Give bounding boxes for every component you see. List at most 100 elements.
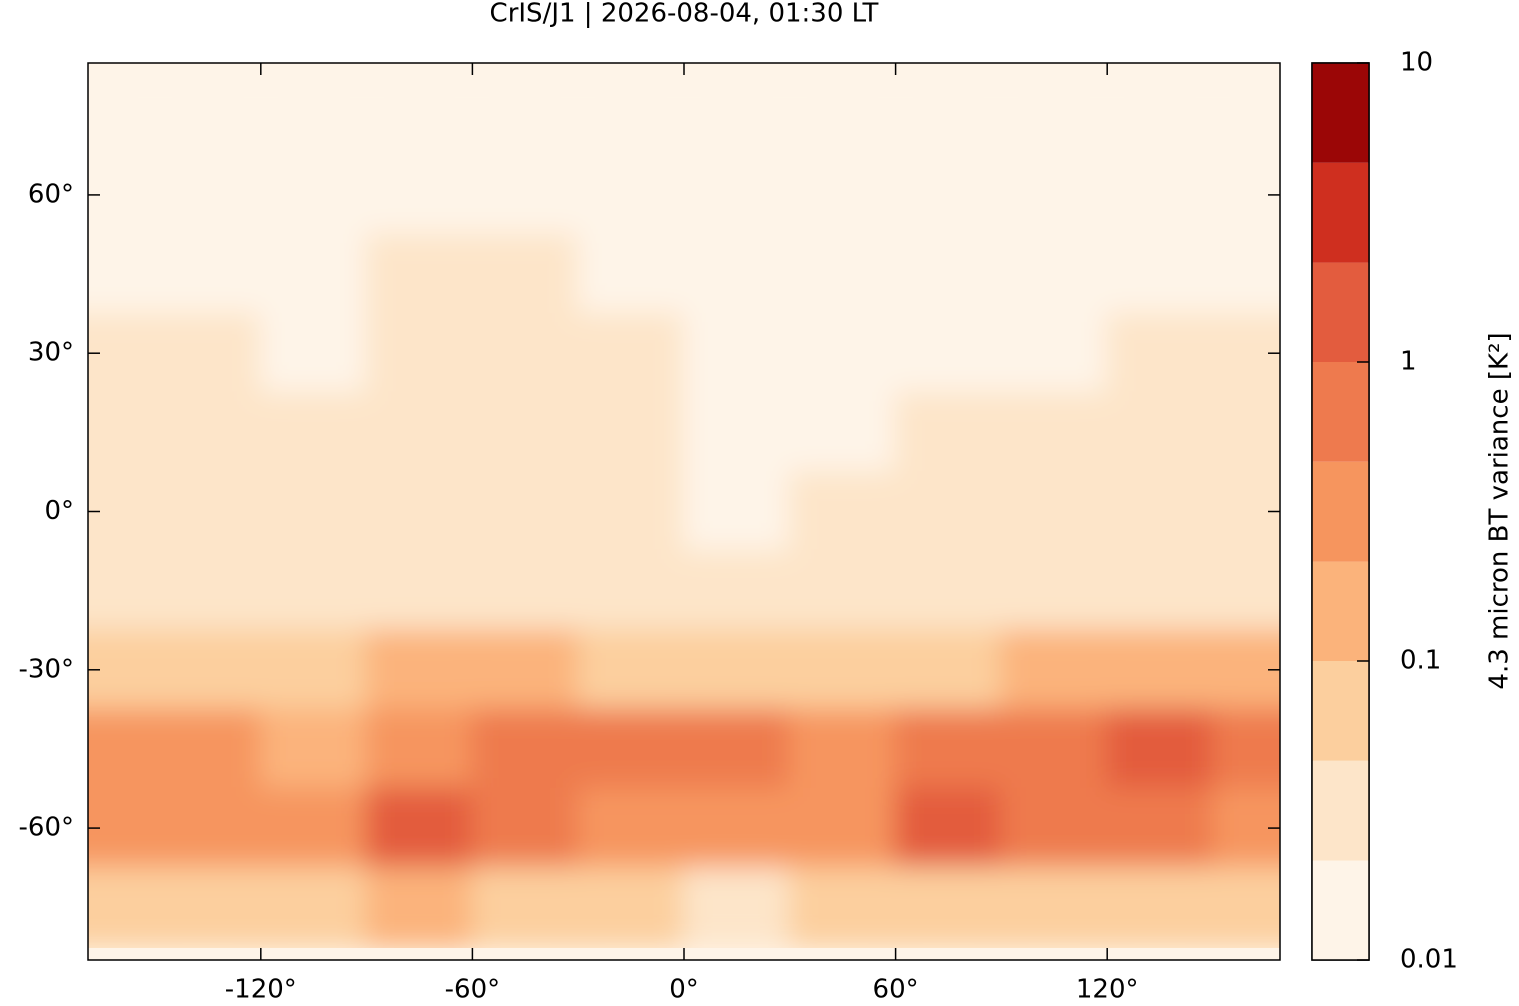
heat-cell xyxy=(894,787,1003,869)
heat-cell xyxy=(471,233,580,315)
heat-cell xyxy=(1106,787,1214,869)
heat-cell xyxy=(1211,708,1280,790)
heat-cell xyxy=(1000,470,1109,553)
colorbar-segment xyxy=(1312,63,1369,163)
heat-cell xyxy=(365,470,474,553)
colorbar-segment xyxy=(1312,262,1369,362)
heat-cell xyxy=(471,708,580,790)
heat-cell xyxy=(365,312,474,394)
colorbar-label: 4.3 micron BT variance [K²] xyxy=(1485,332,1515,689)
heat-cell xyxy=(259,866,368,948)
heat-cell xyxy=(577,629,685,711)
x-tick-label: -120° xyxy=(225,975,297,1003)
colorbar-outline xyxy=(1311,62,1370,961)
heat-cell xyxy=(471,629,580,711)
y-tick-label: -60° xyxy=(19,813,74,843)
colorbar-tick-label: 0.1 xyxy=(1400,646,1441,676)
heat-cell xyxy=(259,312,368,394)
chart-title: CrIS/J1 | 2026-08-04, 01:30 LT xyxy=(490,0,879,29)
heat-cell xyxy=(1000,233,1109,315)
heat-cell xyxy=(577,470,685,553)
heat-cell xyxy=(471,866,580,948)
heat-cell xyxy=(894,708,1003,790)
y-tick-label: -30° xyxy=(19,654,74,684)
heat-cell xyxy=(577,866,685,948)
colorbar-segment xyxy=(1312,561,1369,661)
heat-cell xyxy=(1211,391,1280,473)
colorbar-segment xyxy=(1312,162,1369,263)
heat-cell xyxy=(1000,708,1109,790)
heat-cell xyxy=(894,154,1003,236)
heat-cell xyxy=(683,550,791,632)
heat-cell xyxy=(259,233,368,315)
x-tick-label: -60° xyxy=(445,975,500,1003)
colorbar-tick-label: 10 xyxy=(1400,48,1433,78)
heat-cell xyxy=(471,75,580,157)
heat-cell xyxy=(259,75,368,157)
heat-cells xyxy=(88,75,1280,948)
heat-cell xyxy=(788,866,897,948)
heat-cell xyxy=(788,629,897,711)
heat-cell xyxy=(259,470,368,553)
heat-cell xyxy=(683,470,791,553)
heat-cell xyxy=(1211,787,1280,869)
heat-cell xyxy=(577,391,685,473)
heat-cell xyxy=(471,470,580,553)
heat-cell xyxy=(577,75,685,157)
heat-cell xyxy=(788,470,897,553)
heat-cell xyxy=(365,866,474,948)
heat-cell xyxy=(1106,629,1214,711)
heat-cell xyxy=(577,708,685,790)
heat-cell xyxy=(471,787,580,869)
heat-cell xyxy=(788,312,897,394)
heat-cell xyxy=(365,708,474,790)
heat-cell xyxy=(88,391,157,473)
heat-cell xyxy=(154,154,262,236)
heat-cell xyxy=(788,708,897,790)
heat-cell xyxy=(1211,233,1280,315)
heat-cell xyxy=(471,550,580,632)
heat-cell xyxy=(894,866,1003,948)
heat-cell xyxy=(683,787,791,869)
heat-cell xyxy=(894,629,1003,711)
heat-cell xyxy=(788,233,897,315)
heat-cell xyxy=(788,391,897,473)
heat-cell xyxy=(683,866,791,948)
heat-cell xyxy=(894,233,1003,315)
heat-cell xyxy=(154,233,262,315)
heat-cell xyxy=(88,866,157,948)
heat-cell xyxy=(154,708,262,790)
heat-cell xyxy=(683,75,791,157)
heat-cell xyxy=(1106,470,1214,553)
heat-cell xyxy=(1211,629,1280,711)
x-tick-label: 0° xyxy=(669,975,699,1003)
heat-cell xyxy=(259,391,368,473)
heat-cell xyxy=(1211,312,1280,394)
heat-cell xyxy=(471,154,580,236)
colorbar-segment xyxy=(1312,860,1369,960)
heat-cell xyxy=(154,470,262,553)
y-tick-label: 30° xyxy=(28,338,74,368)
heat-cell xyxy=(365,391,474,473)
heat-cell xyxy=(471,391,580,473)
y-tick-label: 0° xyxy=(44,496,74,526)
heat-cell xyxy=(154,787,262,869)
heat-cell xyxy=(154,391,262,473)
heat-cell xyxy=(1000,75,1109,157)
colorbar-tick-label: 1 xyxy=(1400,347,1417,377)
heat-cell xyxy=(683,708,791,790)
heat-cell xyxy=(1106,708,1214,790)
heat-cell xyxy=(365,233,474,315)
heat-cell xyxy=(577,154,685,236)
heat-cell xyxy=(1000,787,1109,869)
heat-cell xyxy=(894,312,1003,394)
heat-cell xyxy=(154,75,262,157)
heat-cell xyxy=(259,550,368,632)
heat-cell xyxy=(788,75,897,157)
heat-cell xyxy=(471,312,580,394)
heat-cell xyxy=(154,550,262,632)
heat-cell xyxy=(683,233,791,315)
heat-cell xyxy=(259,629,368,711)
heat-cell xyxy=(1211,470,1280,553)
